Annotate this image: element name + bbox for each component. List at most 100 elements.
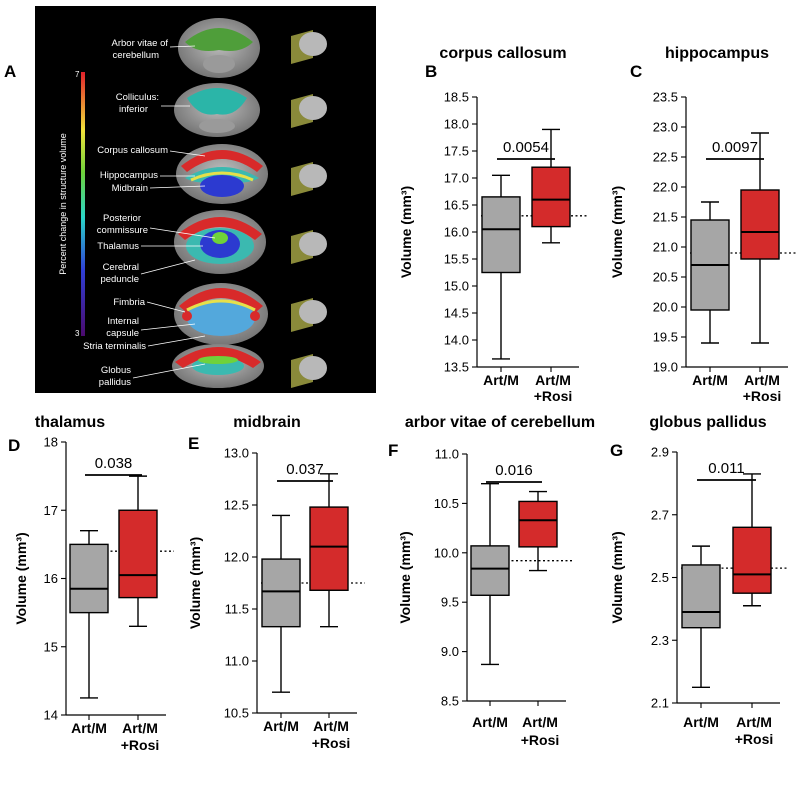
y-tick-label: 14.0 (444, 333, 469, 348)
colorbar-min-label: 3 (75, 329, 80, 338)
label-cerebral-2: peduncle (100, 274, 139, 285)
y-tick-label: 2.3 (651, 633, 669, 648)
label-posterior-2: commissure (97, 225, 148, 236)
structure-labels: Arbor vitae of cerebellum Colliculus: in… (83, 38, 168, 388)
category-label-art-m-rosi-line2: +Rosi (534, 388, 573, 404)
label-fimbria: Fimbria (113, 297, 145, 308)
y-tick-label: 21.5 (653, 210, 678, 225)
y-tick-label: 12.0 (224, 550, 249, 565)
colorbar (81, 72, 85, 336)
y-tick-label: 17.5 (444, 144, 469, 159)
y-tick-label: 13.5 (444, 360, 469, 375)
y-tick-label: 11.0 (225, 654, 249, 669)
box-art-m-rosi (309, 506, 349, 591)
y-tick-label: 9.0 (441, 644, 459, 659)
box-art-m (481, 196, 521, 274)
category-label-art-m-rosi-line2: +Rosi (312, 735, 351, 751)
box-art-m-rosi (118, 509, 158, 599)
label-cerebral-1: Cerebral (103, 262, 139, 273)
category-label-art-m: Art/M (472, 714, 508, 730)
brain-slice-6 (172, 344, 264, 388)
y-tick-label: 19.5 (653, 330, 678, 345)
label-arbor-vitae-2: cerebellum (113, 50, 160, 61)
label-internal-1: Internal (107, 316, 139, 327)
y-tick-label: 18.0 (444, 117, 469, 132)
label-globus-1: Globus (101, 365, 131, 376)
y-tick-label: 2.7 (651, 507, 669, 522)
colorbar-max-label: 7 (75, 70, 80, 79)
box-art-m (470, 545, 510, 596)
category-label-art-m: Art/M (71, 720, 107, 736)
label-hippocampus: Hippocampus (100, 170, 158, 181)
brain-atlas-panel: 7 3 Percent change in structure volume (35, 6, 376, 393)
y-tick-label: 17 (44, 503, 58, 518)
category-label-art-m-rosi-line1: Art/M (535, 372, 571, 388)
y-tick-label: 23.5 (653, 90, 678, 105)
label-stria-terminalis: Stria terminalis (83, 341, 146, 352)
category-label-art-m-rosi-line2: +Rosi (121, 737, 160, 753)
p-value-label: 0.038 (95, 455, 133, 472)
category-label-art-m-rosi-line1: Art/M (122, 720, 158, 736)
brain-slice-3 (176, 144, 268, 204)
panel-letter: D (8, 436, 20, 455)
y-tick-label: 14 (44, 708, 58, 723)
y-tick-label: 2.9 (651, 445, 669, 460)
box-art-m (261, 558, 301, 628)
chart-title: arbor vitae of cerebellum (405, 414, 595, 431)
label-corpus-callosum: Corpus callosum (97, 145, 168, 156)
y-tick-label: 11.5 (225, 602, 249, 617)
y-tick-label: 15 (44, 639, 58, 654)
label-arbor-vitae-1: Arbor vitae of (112, 38, 169, 49)
panel-letter: E (188, 434, 199, 453)
y-tick-label: 16.0 (444, 225, 469, 240)
p-value-label: 0.037 (286, 461, 324, 478)
y-tick-label: 22.0 (653, 180, 678, 195)
y-tick-label: 2.1 (651, 696, 669, 711)
y-tick-label: 20.5 (653, 270, 678, 285)
category-label-art-m-rosi-line1: Art/M (744, 372, 780, 388)
category-label-art-m-rosi-line2: +Rosi (735, 731, 774, 747)
brain-slice-1 (178, 18, 260, 78)
panel-letter: C (630, 62, 642, 81)
category-label-art-m-rosi-line2: +Rosi (521, 732, 560, 748)
box-art-m-rosi (740, 189, 780, 260)
y-tick-label: 15.5 (444, 252, 469, 267)
box-art-m (681, 564, 721, 629)
brain-slice-5 (174, 283, 268, 345)
y-axis-label: Volume (mm³) (187, 537, 203, 629)
category-label-art-m-rosi-line1: Art/M (736, 714, 772, 730)
category-label-art-m: Art/M (483, 372, 519, 388)
label-colliculus-2: inferior (119, 104, 148, 115)
y-axis-label: Volume (mm³) (13, 532, 29, 624)
label-internal-2: capsule (106, 328, 139, 339)
chart-title: thalamus (35, 414, 105, 431)
chart-title: midbrain (233, 414, 301, 431)
y-tick-label: 23.0 (653, 120, 678, 135)
box-art-m-rosi (518, 500, 558, 548)
panel-letter-a: A (4, 62, 17, 81)
label-thalamus: Thalamus (97, 241, 139, 252)
y-tick-label: 9.5 (441, 595, 459, 610)
y-tick-label: 18.5 (444, 90, 469, 105)
chart-title: hippocampus (665, 45, 769, 62)
p-value-label: 0.011 (708, 460, 744, 477)
y-tick-label: 10.5 (434, 496, 459, 511)
y-tick-label: 15.0 (444, 279, 469, 294)
category-label-art-m: Art/M (692, 372, 728, 388)
y-axis-label: Volume (mm³) (398, 186, 414, 278)
y-tick-label: 16.5 (444, 198, 469, 213)
y-tick-label: 8.5 (441, 694, 459, 709)
chart-title: globus pallidus (649, 414, 766, 431)
p-value-label: 0.016 (495, 462, 533, 479)
y-tick-label: 13.0 (224, 446, 249, 461)
p-value-label: 0.0054 (503, 139, 549, 156)
y-tick-label: 20.0 (653, 300, 678, 315)
box-art-m-rosi (732, 526, 772, 594)
category-label-art-m-rosi-line1: Art/M (522, 714, 558, 730)
label-globus-2: pallidus (99, 377, 131, 388)
y-tick-label: 18 (44, 435, 58, 450)
